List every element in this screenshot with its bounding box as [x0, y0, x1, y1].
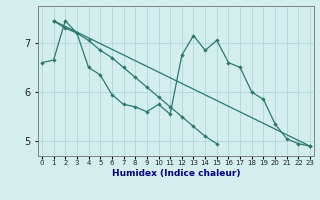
X-axis label: Humidex (Indice chaleur): Humidex (Indice chaleur): [112, 169, 240, 178]
